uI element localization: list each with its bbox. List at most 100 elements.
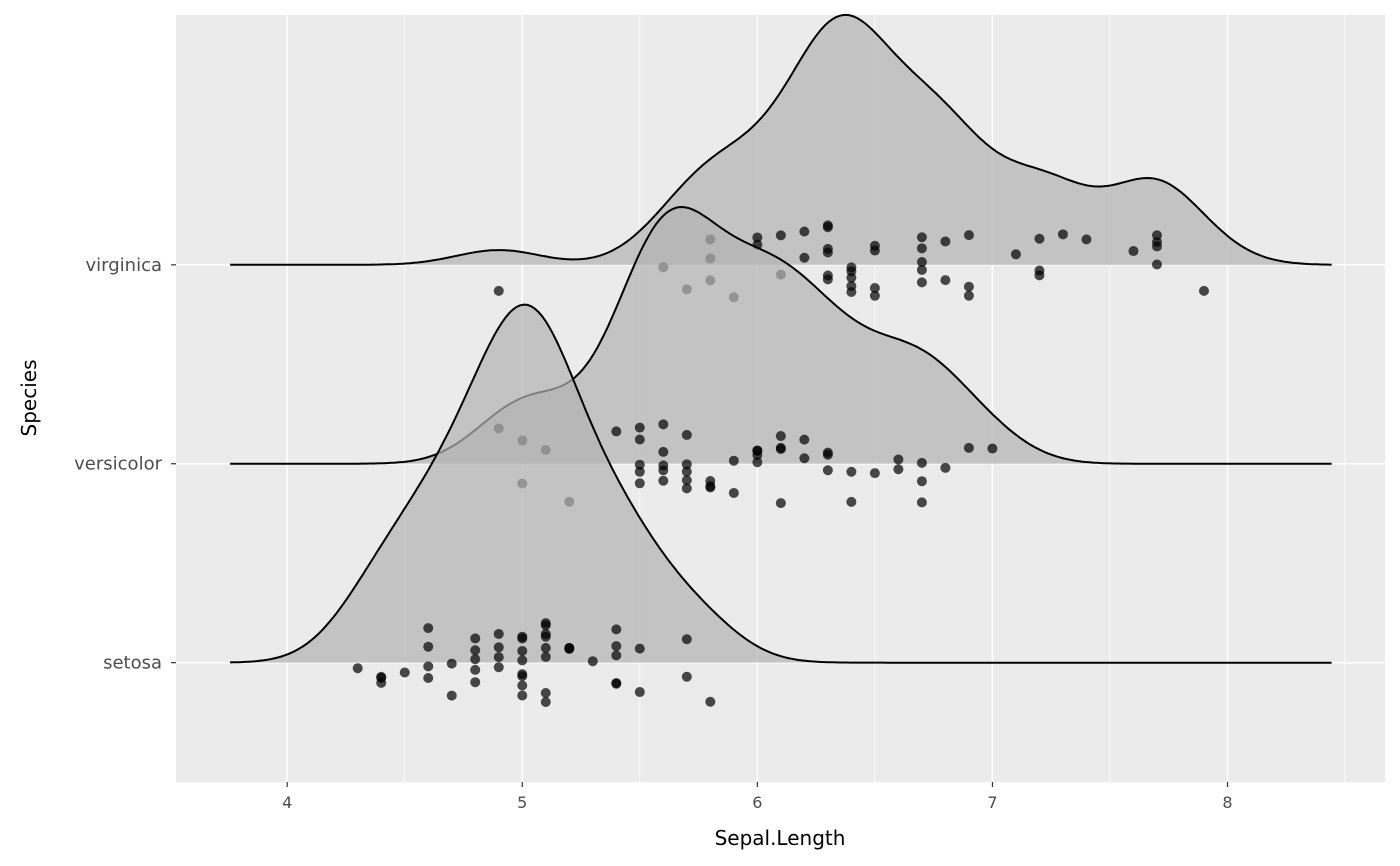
point-versicolor (799, 453, 810, 464)
point-versicolor (893, 454, 904, 465)
point-setosa (517, 631, 528, 642)
point-setosa (470, 645, 481, 656)
point-virginica (869, 290, 880, 301)
point-versicolor (752, 450, 763, 461)
point-virginica (752, 232, 763, 243)
point-setosa (540, 651, 551, 662)
point-setosa (517, 690, 528, 701)
point-versicolor (681, 459, 692, 470)
point-versicolor (681, 466, 692, 477)
point-setosa (470, 654, 481, 665)
point-versicolor (658, 419, 669, 430)
point-virginica (1128, 246, 1139, 257)
y-tick-label-virginica: virginica (86, 255, 163, 276)
point-setosa (517, 645, 528, 656)
point-versicolor (987, 443, 998, 454)
point-setosa (517, 655, 528, 666)
point-setosa (493, 642, 504, 653)
x-tick-label: 5 (517, 793, 527, 812)
point-setosa (540, 696, 551, 707)
x-tick-label: 8 (1222, 793, 1232, 812)
ridges (230, 13, 1332, 707)
ridge-fill-setosa (230, 304, 1332, 663)
point-setosa (470, 677, 481, 688)
point-versicolor (916, 457, 927, 468)
point-setosa (634, 687, 645, 698)
point-versicolor (634, 434, 645, 445)
point-versicolor (634, 466, 645, 477)
point-versicolor (846, 496, 857, 507)
point-versicolor (869, 468, 880, 479)
point-setosa (470, 664, 481, 675)
point-versicolor (634, 478, 645, 489)
y-axis: setosa versicolor virginica (74, 255, 176, 674)
point-setosa (399, 667, 410, 678)
point-setosa (493, 628, 504, 639)
ridge-group-setosa (230, 303, 1332, 707)
x-tick-label: 4 (282, 793, 292, 812)
point-setosa (446, 690, 457, 701)
point-versicolor (799, 434, 810, 445)
point-versicolor (775, 443, 786, 454)
point-versicolor (822, 447, 833, 458)
point-setosa (423, 641, 434, 652)
point-virginica (916, 232, 927, 243)
point-versicolor (705, 476, 716, 487)
point-versicolor (681, 483, 692, 494)
point-virginica (846, 262, 857, 273)
point-virginica (963, 290, 974, 301)
point-versicolor (775, 431, 786, 442)
point-versicolor (916, 476, 927, 487)
point-setosa (611, 650, 622, 661)
point-versicolor (916, 497, 927, 508)
point-versicolor (681, 429, 692, 440)
point-setosa (705, 696, 716, 707)
point-versicolor (893, 464, 904, 475)
point-setosa (517, 680, 528, 691)
point-setosa (681, 634, 692, 645)
point-virginica (493, 285, 504, 296)
point-virginica (869, 240, 880, 251)
point-virginica (916, 256, 927, 267)
point-virginica (1081, 234, 1092, 245)
point-virginica (940, 236, 951, 247)
y-tick-label-versicolor: versicolor (74, 454, 162, 475)
point-versicolor (658, 446, 669, 457)
point-versicolor (728, 487, 739, 498)
point-virginica (822, 274, 833, 285)
point-setosa (681, 671, 692, 682)
point-virginica (1010, 249, 1021, 260)
x-tick-label: 6 (752, 793, 762, 812)
point-versicolor (963, 442, 974, 453)
point-virginica (1151, 230, 1162, 241)
point-versicolor (634, 459, 645, 470)
point-versicolor (728, 455, 739, 466)
point-setosa (470, 633, 481, 644)
x-tick-label: 7 (987, 793, 997, 812)
point-setosa (564, 643, 575, 654)
point-setosa (540, 687, 551, 698)
point-setosa (540, 629, 551, 640)
point-setosa (493, 652, 504, 663)
point-versicolor (634, 422, 645, 433)
point-setosa (423, 623, 434, 634)
ridge-line-virginica (230, 13, 1332, 266)
point-virginica (1034, 233, 1045, 244)
point-setosa (540, 620, 551, 631)
point-versicolor (681, 475, 692, 486)
point-setosa (634, 643, 645, 654)
point-virginica (799, 252, 810, 263)
point-virginica (916, 264, 927, 275)
point-virginica (916, 243, 927, 254)
point-virginica (1151, 241, 1162, 252)
point-versicolor (822, 465, 833, 476)
ridge-line-setosa (230, 303, 1332, 664)
ridge-fill-virginica (230, 14, 1332, 265)
point-versicolor (846, 466, 857, 477)
point-virginica (1151, 259, 1162, 270)
point-setosa (376, 677, 387, 688)
point-versicolor (752, 457, 763, 468)
point-versicolor (658, 475, 669, 486)
point-setosa (423, 672, 434, 683)
